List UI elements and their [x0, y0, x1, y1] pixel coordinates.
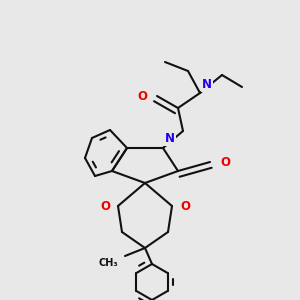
Text: N: N — [202, 78, 212, 91]
Text: O: O — [220, 155, 230, 169]
Text: O: O — [100, 200, 110, 212]
Text: O: O — [180, 200, 190, 212]
Text: N: N — [165, 132, 175, 145]
Text: CH₃: CH₃ — [98, 258, 118, 268]
Text: O: O — [137, 89, 147, 103]
